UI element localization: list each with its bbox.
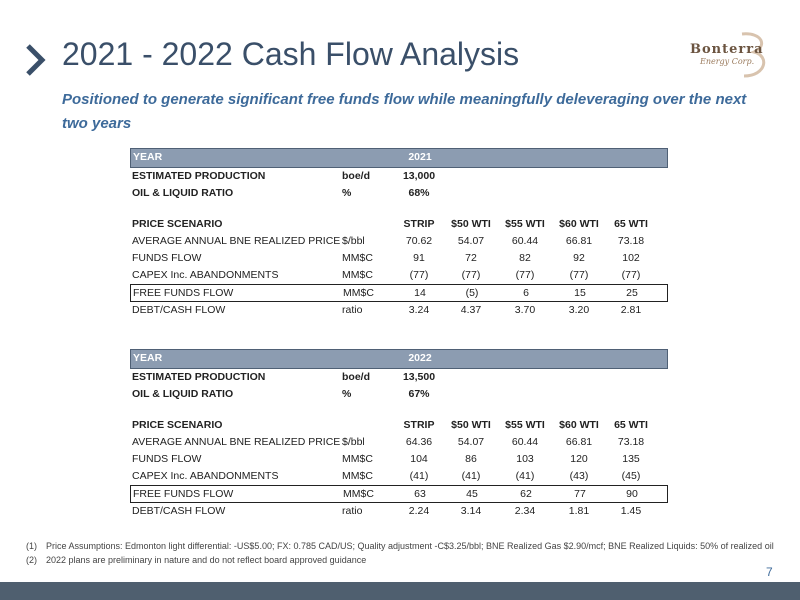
year-value: 2021: [408, 151, 432, 163]
table-row: DEBT/CASH FLOW ratio 3.24 4.37 3.70 3.20…: [132, 304, 642, 316]
cash-flow-table-2021: YEAR 2021 ESTIMATED PRODUCTION boe/d 13,…: [130, 148, 668, 319]
footnotes: (1) Price Assumptions: Edmonton light di…: [26, 540, 786, 568]
price-scenario-header: PRICE SCENARIO STRIP $50 WTI $55 WTI $60…: [132, 419, 648, 431]
company-logo: Bonterra Energy Corp.: [684, 30, 784, 80]
footnote: (2) 2022 plans are preliminary in nature…: [26, 555, 367, 565]
footer-bar: [0, 582, 800, 600]
production-row: ESTIMATED PRODUCTION boe/d 13,000: [132, 170, 436, 182]
free-funds-flow-row: FREE FUNDS FLOW MM$C 63 45 62 77 90: [130, 485, 668, 503]
year-label: YEAR: [133, 151, 163, 163]
table-row: CAPEX Inc. ABANDONMENTS MM$C (41) (41) (…: [132, 470, 641, 482]
logo-swirl-icon: [741, 32, 766, 78]
table-row: AVERAGE ANNUAL BNE REALIZED PRICE $/bbl …: [132, 436, 645, 448]
liquid-ratio-row: OIL & LIQUID RATIO % 67%: [132, 388, 430, 400]
page-subtitle: Positioned to generate significant free …: [62, 91, 747, 132]
liquid-ratio-row: OIL & LIQUID RATIO % 68%: [132, 187, 430, 199]
logo-subtitle: Energy Corp.: [700, 57, 755, 66]
chevron-right-icon: [26, 44, 46, 76]
logo-name: Bonterra: [690, 42, 764, 57]
production-row: ESTIMATED PRODUCTION boe/d 13,500: [132, 371, 436, 383]
year-bar: YEAR 2022: [130, 349, 668, 369]
year-value: 2022: [408, 352, 432, 364]
cash-flow-table-2022: YEAR 2022 ESTIMATED PRODUCTION boe/d 13,…: [130, 349, 668, 520]
year-bar: YEAR 2021: [130, 148, 668, 168]
page-title: 2021 - 2022 Cash Flow Analysis: [62, 36, 520, 72]
table-row: FUNDS FLOW MM$C 91 72 82 92 102: [132, 252, 640, 264]
table-row: FUNDS FLOW MM$C 104 86 103 120 135: [132, 453, 640, 465]
year-label: YEAR: [133, 352, 163, 364]
table-row: DEBT/CASH FLOW ratio 2.24 3.14 2.34 1.81…: [132, 505, 642, 517]
free-funds-flow-row: FREE FUNDS FLOW MM$C 14 (5) 6 15 25: [130, 284, 668, 302]
table-row: CAPEX Inc. ABANDONMENTS MM$C (77) (77) (…: [132, 269, 641, 281]
footnote: (1) Price Assumptions: Edmonton light di…: [26, 541, 774, 551]
price-scenario-header: PRICE SCENARIO STRIP $50 WTI $55 WTI $60…: [132, 218, 648, 230]
page-number: 7: [766, 565, 773, 579]
table-row: AVERAGE ANNUAL BNE REALIZED PRICE $/bbl …: [132, 235, 645, 247]
